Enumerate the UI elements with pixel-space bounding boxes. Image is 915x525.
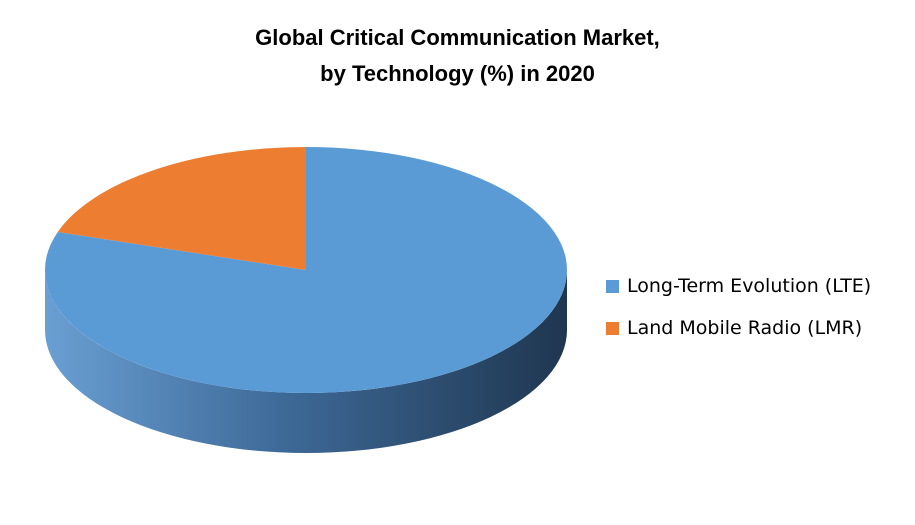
chart-title-line-2: by Technology (%) in 2020: [320, 61, 595, 86]
legend-item-lte: Long-Term Evolution (LTE): [606, 272, 871, 300]
pie-slice-lte: [44, 147, 567, 393]
chart-title-line-1: Global Critical Communication Market,: [255, 25, 660, 50]
legend-item-lmr: Land Mobile Radio (LMR): [606, 314, 871, 342]
legend-swatch-lmr: [606, 321, 619, 335]
legend-swatch-lte: [606, 279, 619, 293]
pie-slice-lmr: [57, 147, 306, 270]
pie-side-walls: [45, 270, 567, 453]
legend: Long-Term Evolution (LTE) Land Mobile Ra…: [606, 272, 871, 356]
legend-label-lmr: Land Mobile Radio (LMR): [627, 317, 863, 339]
pie-slices: [44, 147, 567, 393]
pie-side-lte: [45, 270, 567, 453]
legend-label-lte: Long-Term Evolution (LTE): [627, 275, 872, 297]
chart-title: Global Critical Communication Market, by…: [0, 20, 915, 92]
